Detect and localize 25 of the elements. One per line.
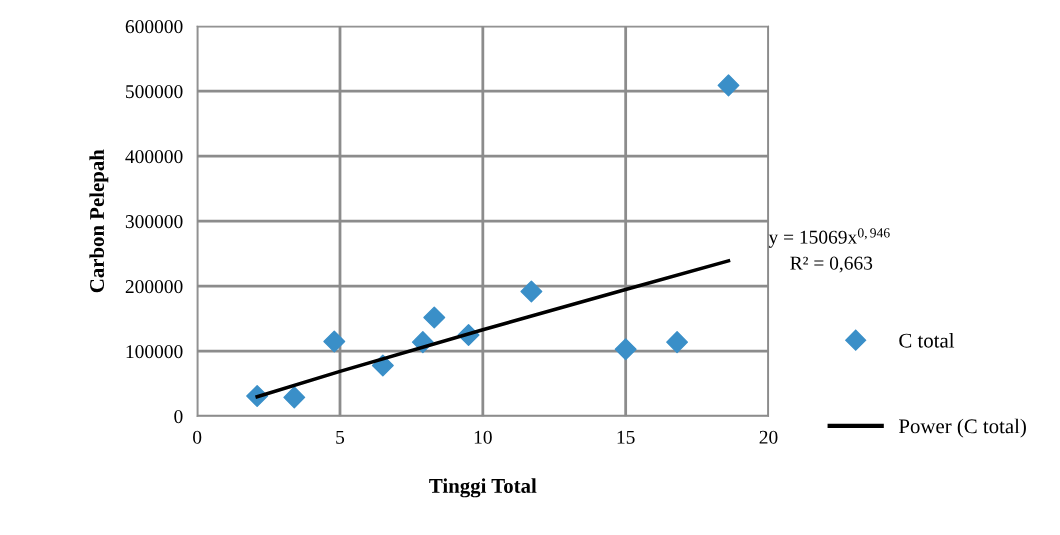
y-axis-title: Carbon Pelepah bbox=[89, 149, 109, 293]
x-tick-label: 10 bbox=[474, 430, 492, 444]
x-tick-label: 5 bbox=[336, 430, 345, 444]
y-tick-label: 500000 bbox=[126, 85, 183, 99]
y-tick-label: 600000 bbox=[125, 20, 183, 34]
point bbox=[423, 306, 446, 329]
point bbox=[283, 386, 306, 409]
point bbox=[717, 74, 740, 97]
x-axis-title: Tinggi Total bbox=[429, 478, 537, 498]
x-tick-label: 15 bbox=[617, 430, 635, 444]
y-tick-label: 100000 bbox=[126, 345, 183, 359]
point bbox=[614, 338, 637, 361]
point bbox=[323, 330, 346, 353]
text: y = 15069x$^{0,946}$ bbox=[768, 228, 890, 248]
y-tick-label: 0 bbox=[174, 410, 183, 424]
point bbox=[520, 280, 543, 303]
text: R² = 0,663 bbox=[790, 256, 873, 273]
point bbox=[666, 331, 689, 354]
y-tick-label: 200000 bbox=[125, 280, 183, 294]
y-tick-label: 400000 bbox=[125, 150, 183, 164]
y-tick-label: 300000 bbox=[125, 215, 183, 229]
x-tick-label: 0 bbox=[193, 430, 202, 444]
legend-label: C total bbox=[899, 332, 955, 348]
x-tick-label: 20 bbox=[759, 430, 778, 444]
legend-label: Power (C total) bbox=[899, 418, 1026, 438]
